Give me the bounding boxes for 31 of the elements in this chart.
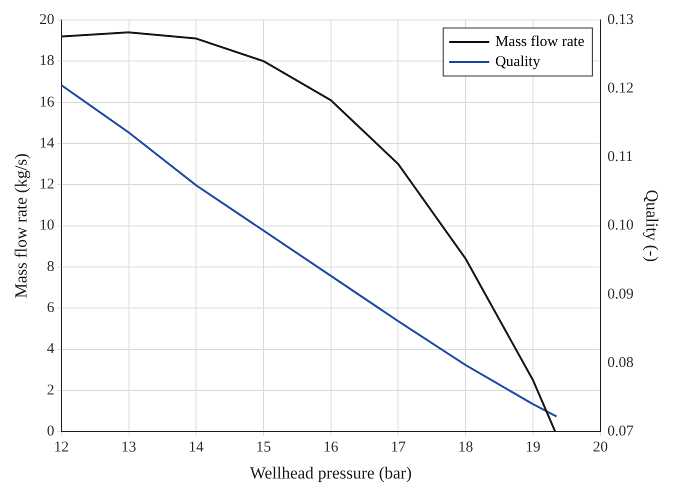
x-axis-title: Wellhead pressure (bar) [250, 463, 412, 482]
y2-tick-label: 0.13 [607, 12, 634, 28]
legend-label: Quality [495, 54, 541, 70]
y-axis-title: Mass flow rate (kg/s) [12, 153, 31, 298]
y-tick-label: 8 [46, 258, 54, 275]
legend-label: Mass flow rate [495, 34, 585, 50]
y-tick-label: 16 [39, 94, 55, 110]
x-tick-label: 13 [121, 440, 136, 456]
y-tick-label: 2 [46, 382, 54, 398]
y2-tick-label: 0.10 [607, 218, 634, 234]
y2-tick-label: 0.07 [607, 424, 634, 440]
y2-tick-label: 0.08 [607, 354, 634, 371]
y-tick-label: 4 [46, 341, 55, 358]
x-tick-label: 14 [188, 440, 204, 456]
x-tick-label: 17 [390, 440, 406, 456]
y-tick-label: 10 [39, 218, 54, 234]
y-tick-label: 14 [39, 135, 55, 152]
y2-axis-title: Quality (-) [642, 190, 662, 262]
y-tick-label: 18 [39, 53, 54, 70]
x-tick-label: 20 [592, 440, 608, 456]
y-tick-label: 0 [46, 424, 54, 440]
x-tick-label: 15 [256, 440, 272, 456]
x-tick-label: 19 [525, 440, 540, 456]
x-tick-label: 16 [323, 440, 339, 456]
y-tick-label: 6 [46, 300, 55, 316]
y-tick-label: 12 [39, 176, 54, 193]
y2-tick-label: 0.12 [607, 80, 634, 97]
y-tick-label: 20 [39, 12, 54, 28]
y2-tick-label: 0.11 [607, 149, 634, 166]
y2-tick-label: 0.09 [607, 286, 634, 302]
x-tick-label: 18 [458, 440, 474, 456]
